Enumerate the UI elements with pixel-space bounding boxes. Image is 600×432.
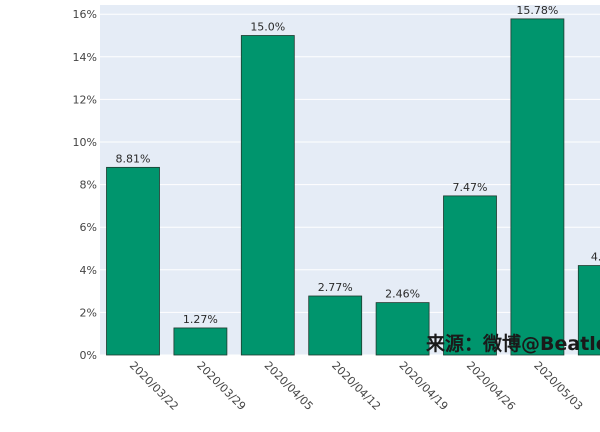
y-tick-label: 6% [80,221,97,234]
data-label: 4.2% [591,251,600,264]
data-label: 15.78% [516,4,558,17]
y-tick-label: 12% [73,93,97,106]
data-label: 2.46% [385,288,420,301]
data-label: 7.47% [453,181,488,194]
y-tick-label: 16% [73,8,97,21]
y-tick-label: 8% [80,179,97,192]
bar [375,302,430,356]
x-tick-label: 2020/04/26 [464,359,518,413]
bar [240,35,295,356]
data-label: 2.77% [318,281,353,294]
bar [577,265,600,356]
x-tick-label: 2020/05/03 [531,359,585,413]
y-axis-ticks: 0% 2% 4% 6% 8% 10% 12% 14% 16% [73,8,97,362]
x-tick-label: 2020/04/05 [262,359,316,413]
bar [510,18,565,356]
y-tick-label: 14% [73,51,97,64]
data-label: 15.0% [250,21,285,34]
bar [443,195,497,356]
bars [106,18,600,356]
y-tick-label: 0% [80,349,97,362]
y-tick-label: 4% [80,264,97,277]
x-axis-ticks: 2020/03/22 2020/03/29 2020/04/05 2020/04/12… [127,359,600,413]
bar [106,166,160,356]
data-labels: 8.81% 1.27% 15.0% 2.77% 2.46% 7.47% 15.78% 4.2% [116,4,600,326]
x-tick-label: 2020/04/19 [396,359,450,413]
x-tick-label: 2020/03/29 [194,359,248,413]
bar [308,295,363,356]
data-label: 1.27% [183,313,218,326]
y-tick-label: 10% [73,136,97,149]
y-tick-label: 2% [80,306,97,319]
data-label: 8.81% [116,152,151,165]
x-tick-label: 2020/04/12 [329,359,383,413]
bar [173,327,228,356]
x-tick-label: 2020/03/22 [127,359,181,413]
watermark: 来源：微博@Beatlene [426,332,600,355]
